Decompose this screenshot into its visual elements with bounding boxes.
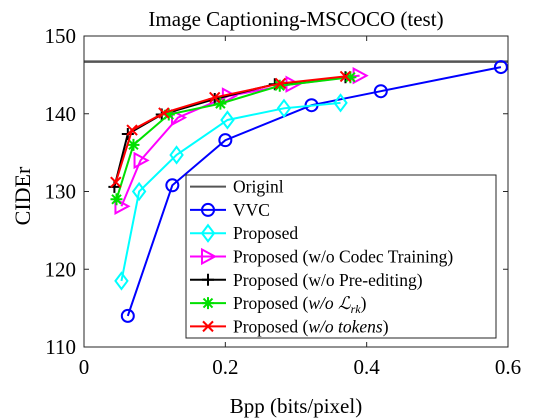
legend-marker xyxy=(202,297,214,309)
legend-entry-proposed: Proposed xyxy=(190,223,298,243)
series-proposed-w-o-tokens xyxy=(111,71,351,187)
legend-label: Proposed (w/o Pre-editing) xyxy=(233,270,423,290)
y-tick-label: 120 xyxy=(45,257,77,281)
legend-label: Originl xyxy=(233,177,284,197)
data-point-proposed-0 xyxy=(115,273,127,289)
legend: Originl VVC Proposed Proposed (w/o Codec Tr… xyxy=(186,175,496,338)
x-tick-label: 0 xyxy=(79,355,90,379)
y-axis-label: CIDEr xyxy=(10,166,35,225)
x-tick-label: 0.2 xyxy=(212,355,238,379)
legend-label: Proposed (w/o tokens) xyxy=(233,316,389,336)
y-tick-label: 130 xyxy=(45,180,77,204)
legend-label: Proposed (w/o Codec Training) xyxy=(233,247,453,267)
x-tick-label: 0.4 xyxy=(354,355,381,379)
x-tick-label: 0.6 xyxy=(495,355,521,379)
y-tick-label: 110 xyxy=(45,335,76,359)
x-axis-label: Bpp (bits/pixel) xyxy=(230,394,362,418)
data-point-proposed-w-o-rk-0 xyxy=(111,193,123,205)
y-tick-label: 140 xyxy=(45,102,77,126)
chart-title: Image Captioning-MSCOCO (test) xyxy=(148,7,443,31)
legend-label: Proposed (w/o ℒrk) xyxy=(233,293,367,316)
y-tick-label: 150 xyxy=(45,24,77,48)
legend-label: VVC xyxy=(233,200,270,220)
legend-label: Proposed xyxy=(233,223,298,243)
